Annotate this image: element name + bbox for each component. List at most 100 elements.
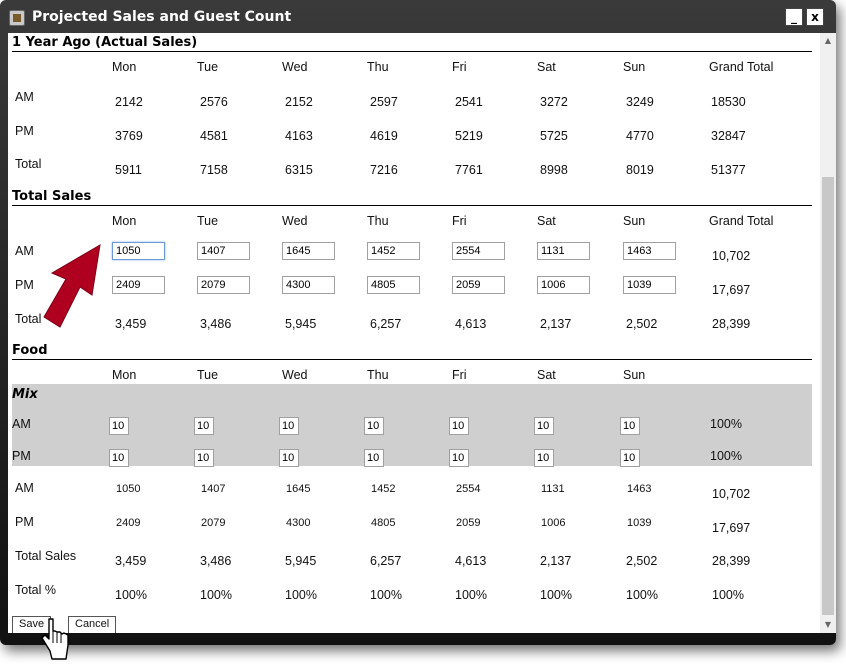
year-ago-total-cell: 6315 [285,163,313,177]
hand-cursor-icon [41,618,69,660]
section-divider [12,359,812,360]
cancel-button[interactable]: Cancel [68,616,117,633]
food-pm-cell: 2059 [456,517,481,529]
section-title-food: Food [12,343,48,358]
food-total-pct-cell: 100% [200,588,232,602]
am-sales-input-sun[interactable] [623,242,676,260]
column-header-sun: Sun [623,368,646,382]
scroll-up-icon[interactable]: ▲ [824,36,832,45]
year-ago-total-cell: 7216 [370,163,398,177]
food-total-pct-cell: 100% [115,588,147,602]
column-header-sun: Sun [623,60,646,74]
column-header-grand-total: Grand Total [709,60,774,74]
food-am-cell: 1452 [371,483,396,495]
column-header-tue: Tue [197,368,219,382]
mix-am-input-thu[interactable] [364,417,384,435]
column-header-mon: Mon [112,60,137,74]
column-header-tue: Tue [197,214,219,228]
mix-row-label-pm: PM [12,449,31,463]
column-header-wed: Wed [282,368,308,382]
food-total-pct-cell: 100% [455,588,487,602]
mix-am-total: 100% [710,417,742,431]
pm-sales-input-sat[interactable] [537,276,590,294]
pm-sales-input-wed[interactable] [282,276,335,294]
am-sales-input-tue[interactable] [197,242,250,260]
mix-am-input-sun[interactable] [620,417,640,435]
food-pm-grand-total: 17,697 [712,521,751,535]
year-ago-total-cell: 8998 [540,163,568,177]
food-total-sales-cell: 4,613 [455,554,487,568]
scroll-down-icon[interactable]: ▼ [824,620,832,629]
mix-am-input-tue[interactable] [194,417,214,435]
mix-band [12,384,812,466]
total-sales-total-cell: 3,459 [115,317,147,331]
row-label-am: AM [15,90,34,104]
pm-sales-input-tue[interactable] [197,276,250,294]
column-header-fri: Fri [452,60,467,74]
total-sales-total-cell: 2,502 [626,317,658,331]
food-total-sales-cell: 28,399 [712,554,751,568]
food-total-sales-cell: 3,486 [200,554,232,568]
section-divider [12,51,812,52]
mix-pm-input-thu[interactable] [364,449,384,467]
mix-pm-input-mon[interactable] [109,449,129,467]
pm-sales-input-thu[interactable] [367,276,420,294]
food-am-grand-total: 10,702 [712,487,751,501]
food-am-cell: 1463 [627,483,652,495]
pm-grand-total: 17,697 [712,283,751,297]
mix-pm-input-sun[interactable] [620,449,640,467]
dialog-window: Projected Sales and Guest Count _ x 1 Ye… [0,0,836,645]
total-sales-total-cell: 5,945 [285,317,317,331]
scroll-thumb[interactable] [822,177,834,615]
year-ago-pm-cell: 4163 [285,129,313,143]
food-pm-cell: 1039 [627,517,652,529]
mix-pm-input-wed[interactable] [279,449,299,467]
mix-am-input-mon[interactable] [109,417,129,435]
am-sales-input-mon[interactable] [112,242,165,260]
red-arrow-icon [43,244,101,328]
row-label-am: AM [15,244,34,258]
mix-row-label-am: AM [12,417,31,431]
dialog-content: 1 Year Ago (Actual Sales) Total Sales Fo… [8,33,820,633]
mix-am-input-sat[interactable] [534,417,554,435]
food-row-label-total-sales: Total Sales [15,549,77,563]
food-row-label-total-pct: Total % [15,583,56,597]
am-sales-input-sat[interactable] [537,242,590,260]
window-title: Projected Sales and Guest Count [32,9,292,25]
food-pm-cell: 4300 [286,517,311,529]
year-ago-pm-cell: 5219 [455,129,483,143]
mix-title: Mix [12,387,38,402]
mix-pm-input-tue[interactable] [194,449,214,467]
column-header-thu: Thu [367,60,389,74]
am-sales-input-thu[interactable] [367,242,420,260]
row-label-pm: PM [15,124,34,138]
section-title-year-ago: 1 Year Ago (Actual Sales) [12,35,198,50]
vertical-scrollbar[interactable]: ▲ ▼ [820,33,836,633]
pm-sales-input-mon[interactable] [112,276,165,294]
food-total-pct-cell: 100% [370,588,402,602]
food-pm-cell: 2409 [116,517,141,529]
year-ago-pm-cell: 4619 [370,129,398,143]
pm-sales-input-fri[interactable] [452,276,505,294]
pm-sales-input-sun[interactable] [623,276,676,294]
mix-am-input-wed[interactable] [279,417,299,435]
minimize-button[interactable]: _ [785,8,803,26]
year-ago-am-cell: 2597 [370,95,398,109]
am-sales-input-wed[interactable] [282,242,335,260]
mix-am-input-fri[interactable] [449,417,469,435]
column-header-thu: Thu [367,214,389,228]
food-total-pct-cell: 100% [712,588,744,602]
food-total-pct-cell: 100% [285,588,317,602]
row-label-pm: PM [15,278,34,292]
column-header-fri: Fri [452,214,467,228]
year-ago-total-cell: 5911 [115,163,142,177]
title-bar[interactable]: Projected Sales and Guest Count _ x [0,0,836,32]
mix-pm-input-fri[interactable] [449,449,469,467]
year-ago-pm-cell: 4770 [626,129,654,143]
column-header-sat: Sat [537,60,556,74]
food-total-sales-cell: 3,459 [115,554,147,568]
column-header-sat: Sat [537,368,556,382]
am-sales-input-fri[interactable] [452,242,505,260]
mix-pm-input-sat[interactable] [534,449,554,467]
close-button[interactable]: x [806,8,824,26]
